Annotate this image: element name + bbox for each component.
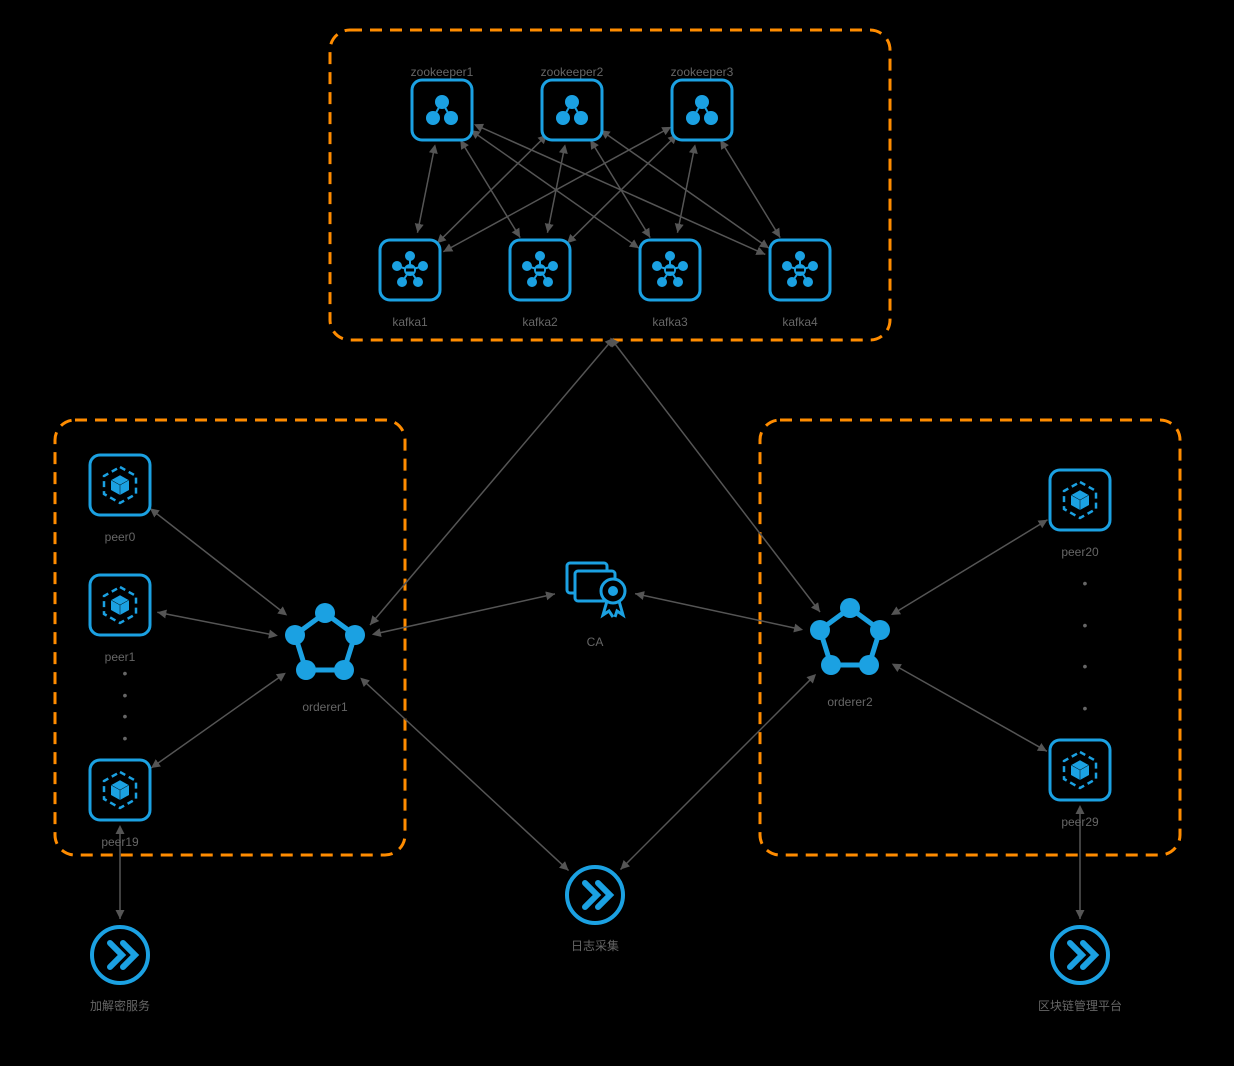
node-k2 bbox=[510, 240, 570, 300]
label-zk2: zookeeper2 bbox=[541, 65, 604, 79]
edge bbox=[635, 594, 800, 630]
edge bbox=[620, 676, 813, 869]
node-zk2 bbox=[542, 80, 602, 140]
edge bbox=[894, 520, 1048, 614]
ellipsis-dot: • bbox=[1083, 617, 1088, 633]
edge bbox=[894, 665, 1047, 751]
label-k2: kafka2 bbox=[522, 315, 557, 329]
node-p29 bbox=[1050, 740, 1110, 800]
node-log bbox=[567, 867, 623, 923]
label-ord2: orderer2 bbox=[827, 695, 872, 709]
architecture-diagram bbox=[0, 0, 1234, 1066]
node-k4 bbox=[770, 240, 830, 300]
edge bbox=[677, 147, 694, 232]
label-log: 日志采集 bbox=[571, 937, 619, 954]
label-k3: kafka3 bbox=[652, 315, 687, 329]
edge bbox=[417, 147, 434, 232]
label-ca: CA bbox=[587, 635, 604, 649]
node-mgmt bbox=[1052, 927, 1108, 983]
edge bbox=[612, 340, 820, 612]
edge bbox=[443, 128, 668, 251]
ellipsis-dot: • bbox=[1083, 700, 1088, 716]
label-crypt: 加解密服务 bbox=[90, 997, 150, 1014]
ellipsis-dot: • bbox=[1083, 658, 1088, 674]
node-p1 bbox=[90, 575, 150, 635]
edge bbox=[362, 680, 568, 871]
label-p0: peer0 bbox=[105, 530, 136, 544]
edge bbox=[722, 142, 780, 237]
label-zk1: zookeeper1 bbox=[411, 65, 474, 79]
node-crypt bbox=[92, 927, 148, 983]
node-p20 bbox=[1050, 470, 1110, 530]
node-k3 bbox=[640, 240, 700, 300]
label-ord1: orderer1 bbox=[302, 700, 347, 714]
edge bbox=[375, 594, 555, 634]
label-p1: peer1 bbox=[105, 650, 136, 664]
label-p20: peer20 bbox=[1061, 545, 1098, 559]
edge bbox=[567, 137, 675, 244]
label-p19: peer19 bbox=[101, 835, 138, 849]
node-p0 bbox=[90, 455, 150, 515]
node-zk3 bbox=[672, 80, 732, 140]
label-zk3: zookeeper3 bbox=[671, 65, 734, 79]
ellipsis-dot: • bbox=[123, 687, 128, 703]
ellipsis-dot: • bbox=[123, 665, 128, 681]
node-k1 bbox=[380, 240, 440, 300]
ellipsis-dot: • bbox=[123, 730, 128, 746]
node-zk1 bbox=[412, 80, 472, 140]
ellipsis-dot: • bbox=[123, 708, 128, 724]
edge bbox=[437, 137, 545, 244]
edge bbox=[150, 508, 285, 613]
node-p19 bbox=[90, 760, 150, 820]
edge bbox=[151, 674, 283, 768]
ellipsis-dot: • bbox=[1083, 575, 1088, 591]
label-k1: kafka1 bbox=[392, 315, 427, 329]
node-ca bbox=[567, 563, 625, 617]
label-k4: kafka4 bbox=[782, 315, 817, 329]
edge bbox=[157, 612, 275, 635]
node-ord2 bbox=[810, 598, 890, 675]
label-p29: peer29 bbox=[1061, 815, 1098, 829]
label-mgmt: 区块链管理平台 bbox=[1038, 997, 1122, 1014]
node-ord1 bbox=[285, 603, 365, 680]
